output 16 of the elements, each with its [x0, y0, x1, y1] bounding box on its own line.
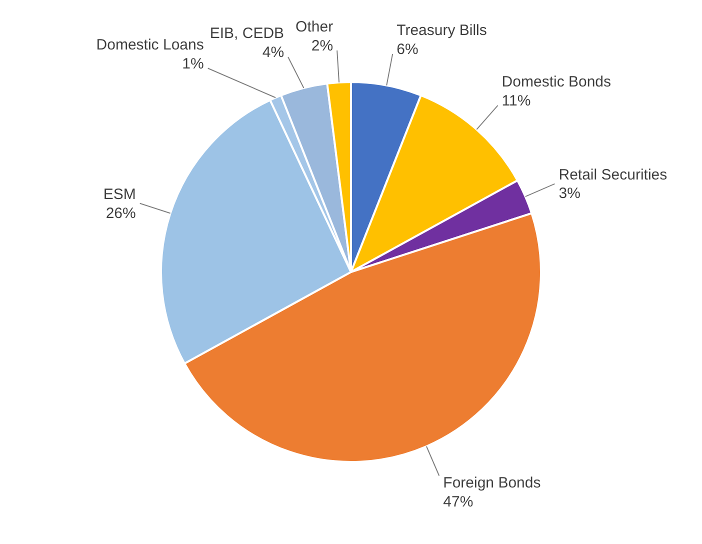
- data-label: 6%: [396, 40, 418, 58]
- slice-label: ESM: [103, 186, 136, 204]
- slice-label: Domestic Loans: [96, 36, 204, 54]
- slice-label: Other: [296, 18, 334, 36]
- data-label: 2%: [311, 37, 334, 54]
- data-label: 1%: [182, 55, 204, 72]
- slice-label: Foreign Bonds: [443, 474, 541, 492]
- data-label: 26%: [106, 204, 136, 222]
- data-label: 47%: [443, 493, 474, 510]
- slice-label: EIB, CEDB: [210, 25, 284, 42]
- data-label: 3%: [558, 185, 580, 202]
- data-label: 11%: [502, 92, 531, 110]
- slice-label: Retail Securities: [558, 166, 668, 184]
- slice-label: Treasury Bills: [396, 22, 487, 40]
- data-label: 4%: [262, 44, 284, 61]
- slice-label: Domestic Bonds: [502, 74, 612, 91]
